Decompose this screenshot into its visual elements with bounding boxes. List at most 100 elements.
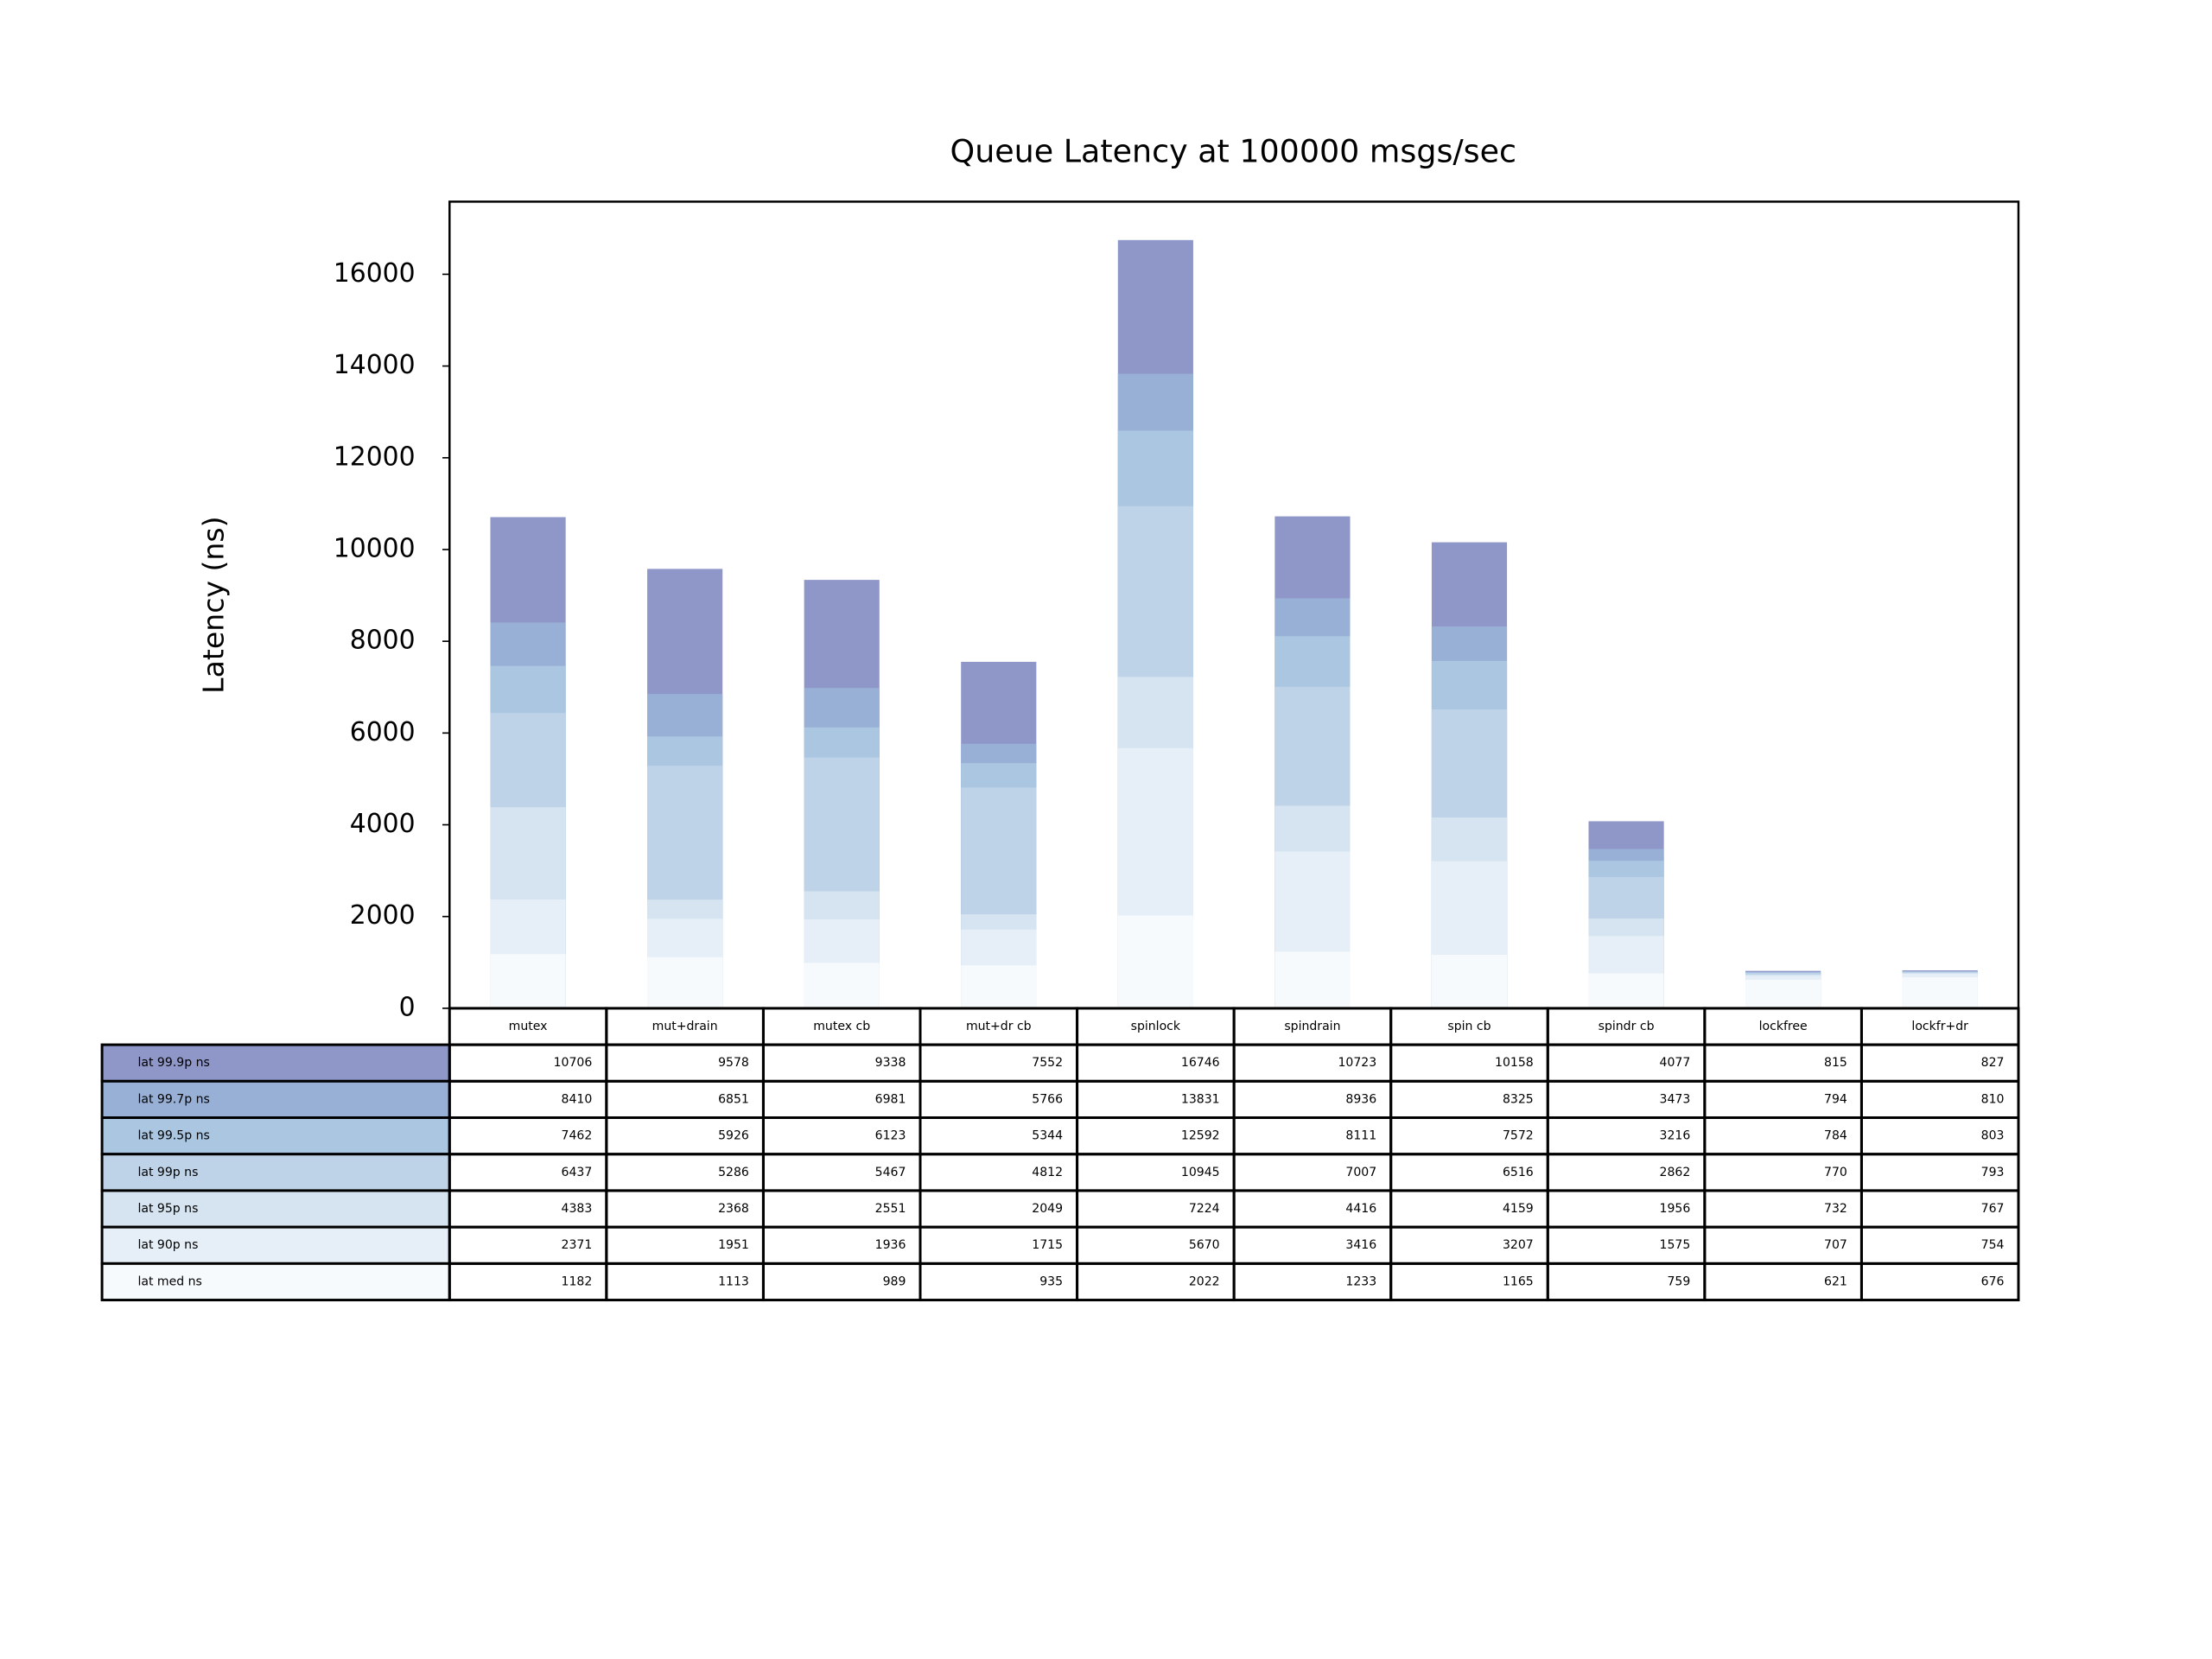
table-value: 6516 [1503,1166,1534,1179]
table-value: 1715 [1032,1238,1063,1252]
row-label: lat med ns [137,1274,201,1288]
table-value: 676 [1981,1274,2005,1288]
table-value: 989 [883,1274,906,1288]
y-tick-label: 10000 [334,533,416,563]
table-value: 770 [1824,1166,1847,1179]
table-value: 759 [1667,1274,1690,1288]
table-value: 794 [1824,1092,1847,1106]
table-value: 1233 [1345,1274,1376,1288]
row-label: lat 99.5p ns [137,1129,209,1143]
table-value: 9338 [875,1056,906,1070]
table-cell [1859,1262,2020,1302]
table-value: 793 [1981,1166,2005,1179]
table-value: 815 [1824,1056,1847,1070]
table-value: 1182 [562,1274,593,1288]
table-value: 3207 [1503,1238,1534,1252]
table-value: 5926 [718,1129,749,1143]
table-value: 12592 [1181,1129,1220,1143]
table-value: 9578 [718,1056,749,1070]
table-value: 2049 [1032,1202,1063,1216]
table-value: 1575 [1660,1238,1691,1252]
table-value: 754 [1981,1238,2005,1252]
bar [647,957,723,1008]
table-value: 5286 [718,1166,749,1179]
table-value: 621 [1824,1274,1847,1288]
y-axis-label: Latency (ns) [196,516,230,693]
table-value: 1936 [875,1238,906,1252]
table-value: 6437 [562,1166,593,1179]
table-value: 8936 [1345,1092,1376,1106]
table-value: 3416 [1345,1238,1376,1252]
chart-title: Queue Latency at 100000 msgs/sec [950,133,1517,170]
bar [1588,973,1664,1008]
bar [490,954,566,1008]
table-value: 8325 [1503,1092,1534,1106]
row-label: lat 99p ns [137,1166,198,1179]
row-label: lat 99.9p ns [137,1056,209,1070]
y-tick-label: 8000 [350,626,416,656]
table-value: 2862 [1660,1166,1691,1179]
row-label: lat 95p ns [137,1202,198,1216]
y-tick-label: 2000 [350,900,416,931]
table-value: 732 [1824,1202,1847,1216]
row-label: lat 99.7p ns [137,1092,209,1106]
bar [1117,915,1193,1008]
table-value: 935 [1039,1274,1063,1288]
table-value: 803 [1981,1129,2005,1143]
y-tick-label: 16000 [334,258,416,289]
table-value: 4159 [1503,1202,1534,1216]
table-value: 707 [1824,1238,1847,1252]
table-value: 5670 [1189,1238,1220,1252]
column-header: mut+drain [652,1020,718,1033]
column-header: spindrain [1284,1020,1340,1033]
table-value: 767 [1981,1202,2005,1216]
y-tick-label: 4000 [350,809,416,839]
column-header: mutex [509,1020,548,1033]
column-header: spinlock [1131,1020,1181,1033]
table-value: 3216 [1660,1129,1691,1143]
table-value: 1951 [718,1238,749,1252]
table-value: 1956 [1660,1202,1691,1216]
column-header: lockfr+dr [1911,1020,1968,1033]
table-value: 4812 [1032,1166,1063,1179]
bar [1745,979,1821,1008]
table-value: 8111 [1345,1129,1376,1143]
bar [1274,951,1351,1008]
table-value: 10158 [1495,1056,1534,1070]
table-value: 2551 [875,1202,906,1216]
table-value: 827 [1981,1056,2005,1070]
bar [804,963,880,1008]
legend-swatch-cell [100,1189,451,1229]
table-value: 6851 [718,1092,749,1106]
column-header: mut+dr cb [966,1020,1032,1033]
bar [1431,955,1508,1008]
table-value: 1165 [1503,1274,1534,1288]
table-value: 7572 [1503,1129,1534,1143]
y-tick-label: 6000 [350,717,416,747]
table-value: 5467 [875,1166,906,1179]
column-header: spindr cb [1599,1020,1655,1033]
table-value: 3473 [1660,1092,1691,1106]
table-value: 6123 [875,1129,906,1143]
column-header: mutex cb [813,1020,870,1033]
table-value: 1113 [718,1274,749,1288]
y-tick-label: 12000 [334,442,416,472]
table-value: 810 [1981,1092,2005,1106]
table-value: 6981 [875,1092,906,1106]
column-header: spin cb [1447,1020,1491,1033]
table-value: 7007 [1345,1166,1376,1179]
column-header: lockfree [1759,1020,1808,1033]
bar [961,965,1037,1008]
table-value: 5344 [1032,1129,1063,1143]
table-value: 10945 [1181,1166,1220,1179]
table-value: 8410 [562,1092,593,1106]
table-value: 2368 [718,1202,749,1216]
table-value: 4077 [1660,1056,1691,1070]
table-value: 7224 [1189,1202,1220,1216]
table-value: 10723 [1338,1056,1376,1070]
y-tick-label: 0 [399,992,416,1022]
legend-swatch-cell [100,1079,451,1120]
bar [1902,977,1978,1008]
table-value: 10706 [554,1056,593,1070]
